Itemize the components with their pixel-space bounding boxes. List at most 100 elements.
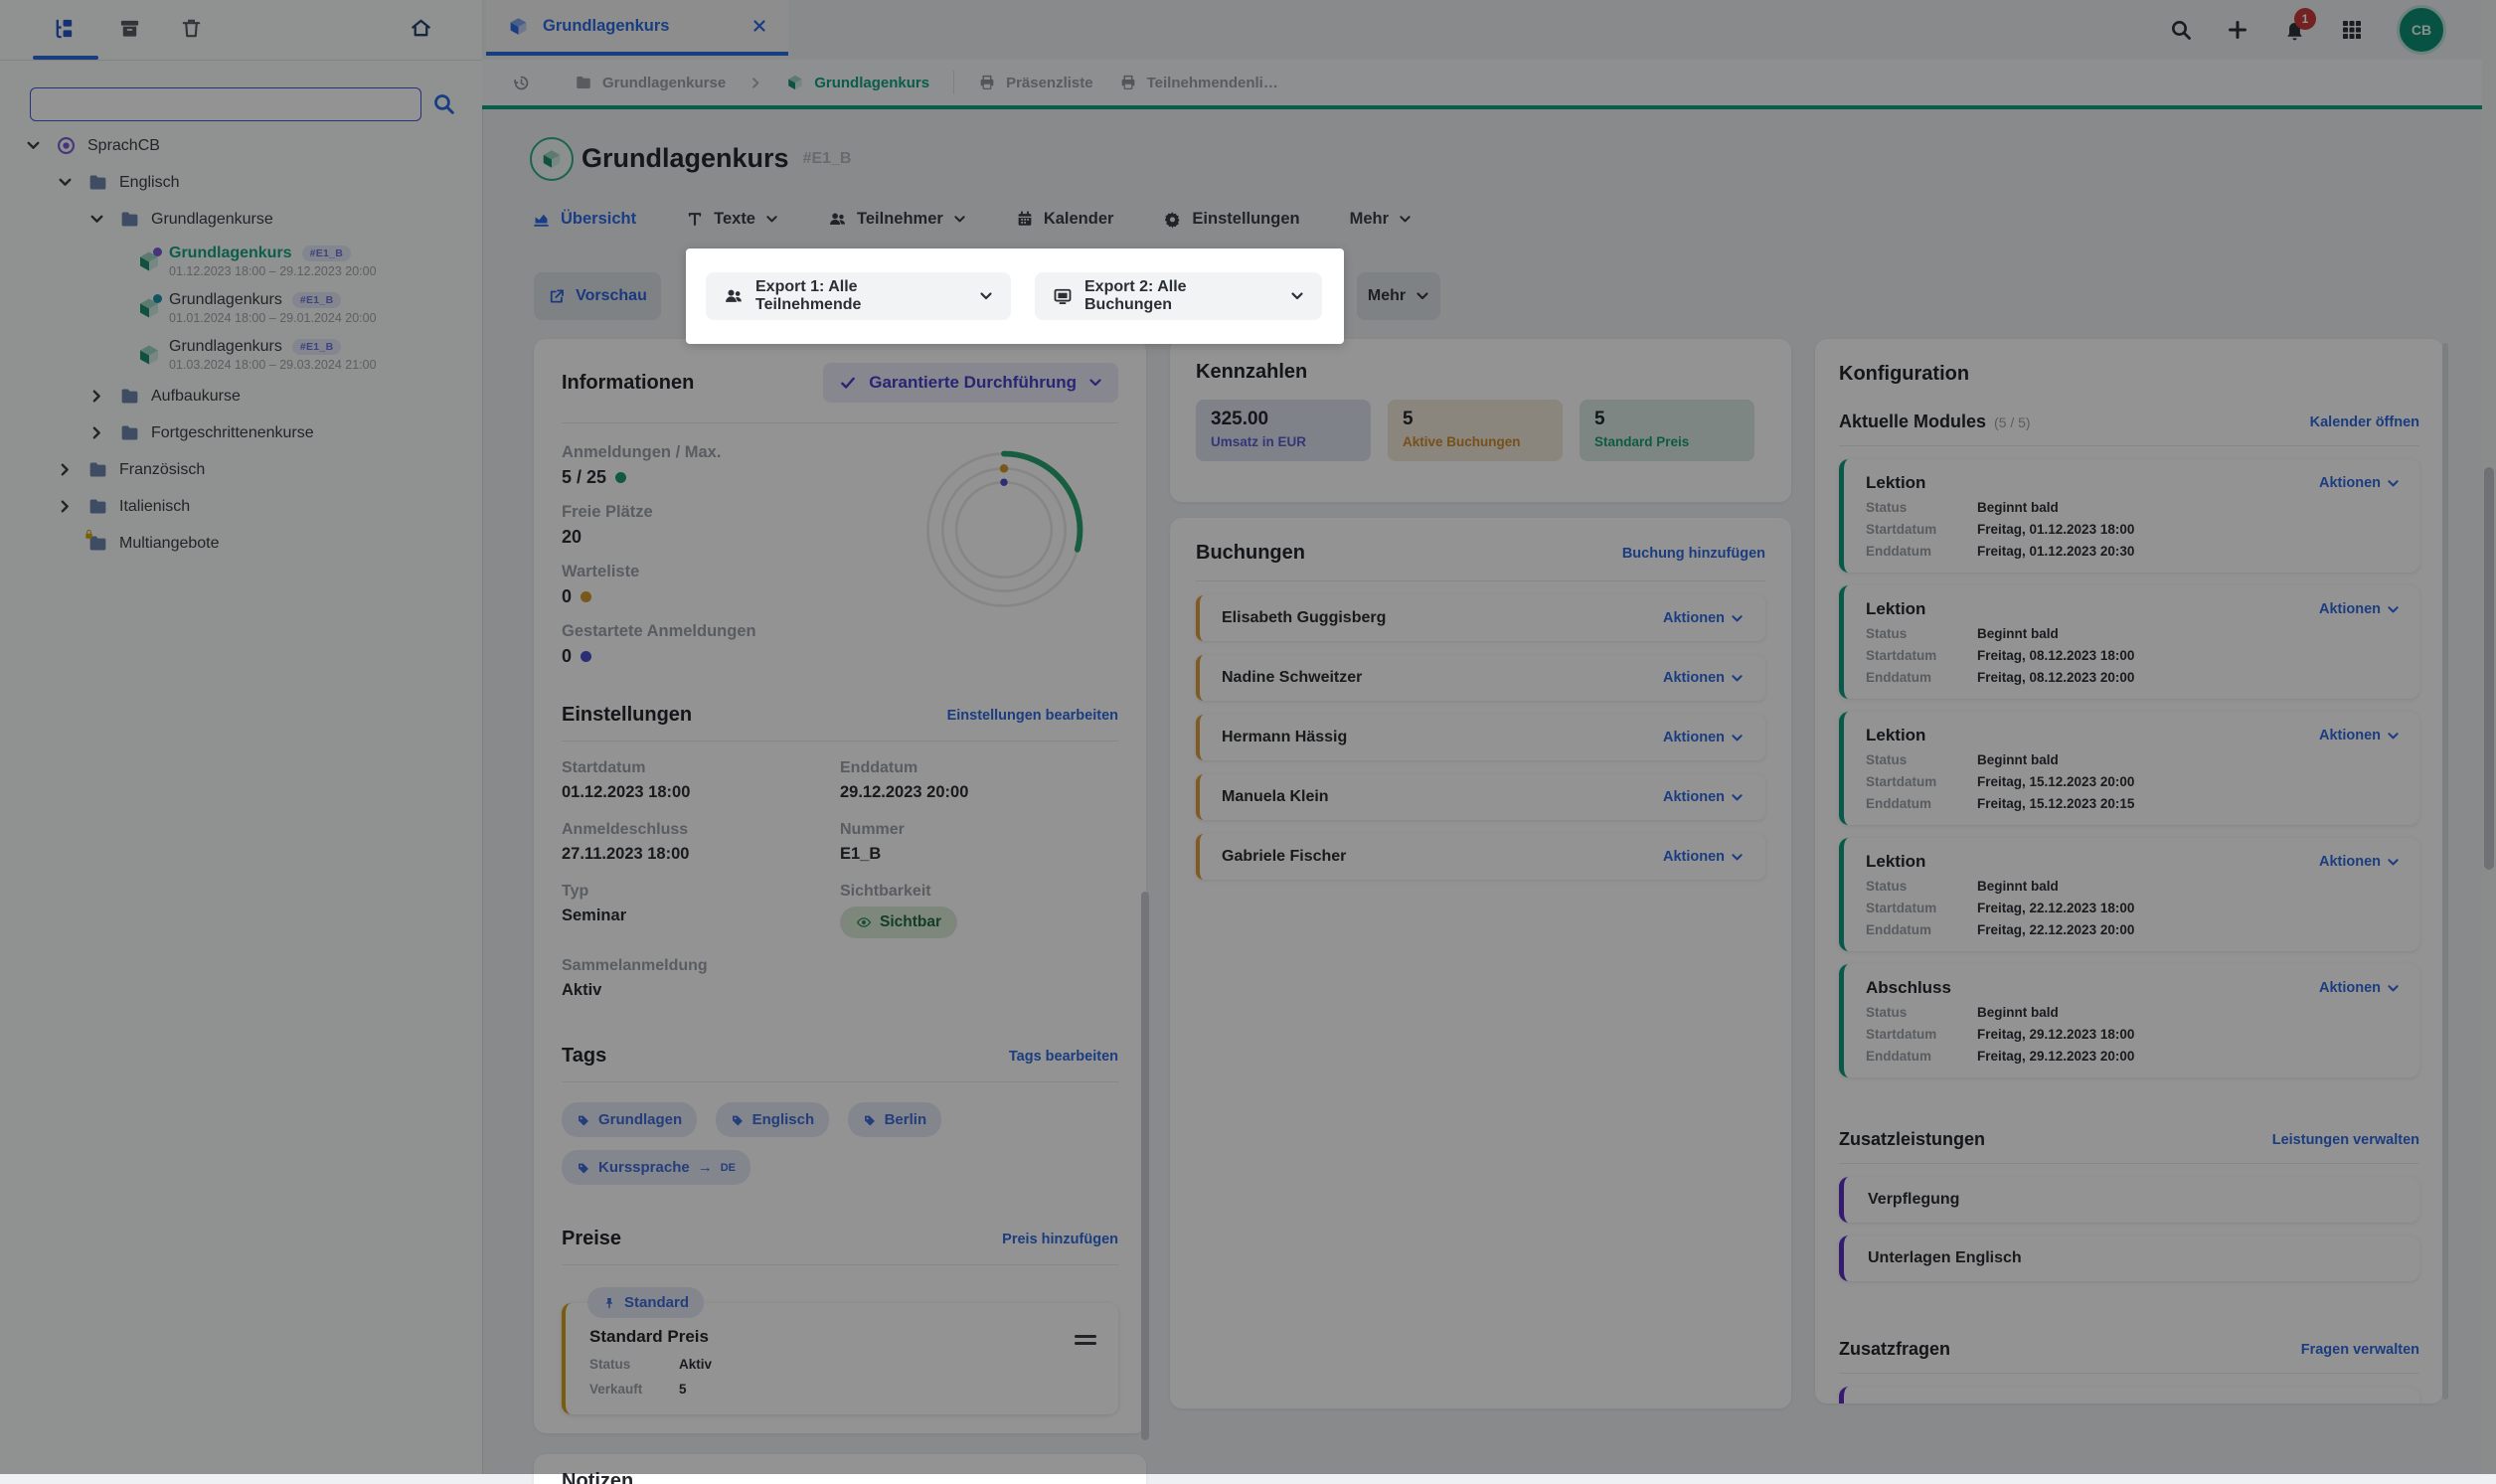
module-card[interactable]: Lektion Aktionen Status Beginnt bald Star… (1839, 712, 2419, 825)
kpi-aktive-buchungen: 5 Aktive Buchungen (1388, 400, 1563, 461)
tab-texte[interactable]: Texte (686, 210, 778, 229)
drag-handle-icon[interactable] (1075, 1335, 1096, 1345)
print-link-praesenzliste[interactable]: Präsenzliste (1006, 74, 1093, 91)
tree-item-label: Grundlagenkurs (169, 337, 282, 355)
modules-count: (5 / 5) (1994, 414, 2031, 430)
section-title-einstellungen: Einstellungen (562, 704, 693, 726)
tree-item-italienisch[interactable]: Italienisch (0, 488, 482, 525)
manage-services-link[interactable]: Leistungen verwalten (2271, 1131, 2419, 1148)
add-booking-link[interactable]: Buchung hinzufügen (1621, 545, 1765, 562)
modules-title: Aktuelle Modules (1839, 412, 1987, 431)
left-column-scrollbar[interactable] (1141, 892, 1149, 1440)
tree-item-label: Italienisch (119, 497, 191, 515)
module-card[interactable]: Lektion Aktionen Status Beginnt bald Star… (1839, 838, 2419, 951)
tree-item-multiangebote[interactable]: Multiangebote (0, 525, 482, 562)
field-sammelanmeldung: Sammelanmeldung Aktiv (562, 957, 708, 999)
question-row[interactable] (1839, 1387, 2419, 1403)
tab-mehr[interactable]: Mehr (1350, 210, 1412, 229)
tag-englisch[interactable]: Englisch (715, 1102, 830, 1137)
buchungen-card: Buchungen Buchung hinzufügen Elisabeth G… (1170, 518, 1791, 1408)
booking-actions-dropdown[interactable]: Aktionen (1663, 610, 1744, 626)
visibility-badge: Sichtbar (840, 907, 958, 938)
tab-teilnehmer[interactable]: Teilnehmer (828, 210, 966, 229)
notifications-bell-icon[interactable]: 1 (2282, 7, 2316, 43)
open-course-tab[interactable]: Grundlagenkurs (486, 0, 788, 56)
tag-berlin[interactable]: Berlin (847, 1102, 942, 1137)
course-code: #E1_B (802, 149, 852, 167)
tag-kurssprache[interactable]: Kurssprache → DE (562, 1150, 750, 1185)
booking-name: Nadine Schweitzer (1222, 669, 1363, 686)
edit-settings-link[interactable]: Einstellungen bearbeiten (946, 707, 1118, 724)
course-code-badge: #E1_B (301, 245, 352, 261)
tab-uebersicht[interactable]: Übersicht (532, 210, 636, 229)
tree-item-fortgeschrittenenkurse[interactable]: Fortgeschrittenenkurse (0, 414, 482, 451)
booking-actions-dropdown[interactable]: Aktionen (1663, 670, 1744, 686)
print-link-teilnehmendenliste[interactable]: Teilnehmendenli… (1146, 74, 1278, 91)
more-dropdown-button[interactable]: Mehr (1357, 272, 1440, 320)
manage-questions-link[interactable]: Fragen verwalten (2300, 1341, 2419, 1358)
booking-actions-dropdown[interactable]: Aktionen (1663, 730, 1744, 745)
module-title: Lektion (1866, 473, 1926, 492)
tree-item-label: Grundlagenkurs (169, 244, 292, 261)
service-row[interactable]: Verpflegung (1839, 1177, 2419, 1223)
module-actions-dropdown[interactable]: Aktionen (2319, 854, 2400, 870)
tree-item-label: SprachCB (87, 136, 160, 154)
module-actions-dropdown[interactable]: Aktionen (2319, 728, 2400, 743)
stat-label: Freie Plätze (562, 503, 653, 521)
booking-name: Elisabeth Guggisberg (1222, 609, 1387, 626)
sidebar-search-input[interactable] (30, 87, 421, 121)
section-title-buchungen: Buchungen (1196, 542, 1305, 564)
breadcrumb-current[interactable]: Grundlagenkurs (814, 74, 930, 91)
price-title: Standard Preis (589, 1327, 709, 1346)
module-actions-dropdown[interactable]: Aktionen (2319, 980, 2400, 996)
module-card[interactable]: Lektion Aktionen Status Beginnt bald Star… (1839, 459, 2419, 573)
right-column-scrollbar[interactable] (2442, 343, 2448, 1400)
module-title: Abschluss (1866, 978, 1951, 997)
section-title-tags: Tags (562, 1045, 607, 1067)
open-calendar-link[interactable]: Kalender öffnen (2309, 413, 2419, 430)
tree-item-label: Grundlagenkurs (169, 290, 282, 308)
tree-item-franzoesisch[interactable]: Französisch (0, 451, 482, 488)
tab-kalender[interactable]: Kalender (1016, 210, 1113, 229)
tree-item-aufbaukurse[interactable]: Aufbaukurse (0, 378, 482, 414)
booking-actions-dropdown[interactable]: Aktionen (1663, 789, 1744, 805)
edit-tags-link[interactable]: Tags bearbeiten (1008, 1048, 1118, 1065)
booking-row[interactable]: Manuela Klein Aktionen (1196, 774, 1765, 820)
module-card[interactable]: Lektion Aktionen Status Beginnt bald Star… (1839, 585, 2419, 699)
add-price-link[interactable]: Preis hinzufügen (1002, 1231, 1118, 1247)
page-scrollbar-thumb[interactable] (2484, 467, 2494, 870)
sidebar: SprachCB Englisch Grundlagenkurse Grundl… (0, 0, 483, 1474)
booking-row[interactable]: Elisabeth Guggisberg Aktionen (1196, 595, 1765, 641)
booking-row[interactable]: Hermann Hässig Aktionen (1196, 715, 1765, 760)
page-title: Grundlagenkurs (582, 143, 789, 173)
user-avatar[interactable]: CB (2397, 5, 2446, 55)
tag-grundlagen[interactable]: Grundlagen (562, 1102, 698, 1137)
questions-title: Zusatzfragen (1839, 1339, 1951, 1359)
price-item[interactable]: Standard Preis Status Aktiv Verkauft 5 (562, 1303, 1118, 1414)
stat-label: Gestartete Anmeldungen (562, 622, 756, 640)
service-row[interactable]: Unterlagen Englisch (1839, 1236, 2419, 1281)
tab-einstellungen[interactable]: Einstellungen (1163, 210, 1300, 229)
module-actions-dropdown[interactable]: Aktionen (2319, 475, 2400, 491)
stat-value: 20 (562, 527, 582, 547)
module-card[interactable]: Abschluss Aktionen Status Beginnt bald St… (1839, 964, 2419, 1077)
preview-button[interactable]: Vorschau (534, 272, 661, 320)
status-dropdown-button[interactable]: Garantierte Durchführung (823, 363, 1118, 403)
tree-item-course-3[interactable]: Grundlagenkurs #E1_B 01.03.2024 18:00 – … (0, 331, 482, 378)
export2-dropdown-button[interactable]: Export 2: Alle Buchungen (1035, 272, 1322, 320)
export1-dropdown-button[interactable]: Export 1: Alle Teilnehmende (706, 272, 1011, 320)
tree-item-englisch[interactable]: Englisch (0, 164, 482, 201)
tree-item-course-2[interactable]: Grundlagenkurs #E1_B 01.01.2024 18:00 – … (0, 284, 482, 331)
tree-item-sprachcb[interactable]: SprachCB (0, 127, 482, 164)
tree-item-grundlagenkurse[interactable]: Grundlagenkurse (0, 201, 482, 238)
module-actions-dropdown[interactable]: Aktionen (2319, 601, 2400, 617)
booking-row[interactable]: Gabriele Fischer Aktionen (1196, 834, 1765, 880)
orange-dot (581, 591, 592, 602)
booking-actions-dropdown[interactable]: Aktionen (1663, 849, 1744, 865)
kennzahlen-card: Kennzahlen 325.00 Umsatz in EUR 5 Aktive… (1170, 339, 1791, 502)
tree-item-course-1[interactable]: Grundlagenkurs #E1_B 01.12.2023 18:00 – … (0, 238, 482, 284)
stat-label: Warteliste (562, 563, 640, 580)
breadcrumb-parent[interactable]: Grundlagenkurse (602, 74, 727, 91)
booking-row[interactable]: Nadine Schweitzer Aktionen (1196, 655, 1765, 701)
